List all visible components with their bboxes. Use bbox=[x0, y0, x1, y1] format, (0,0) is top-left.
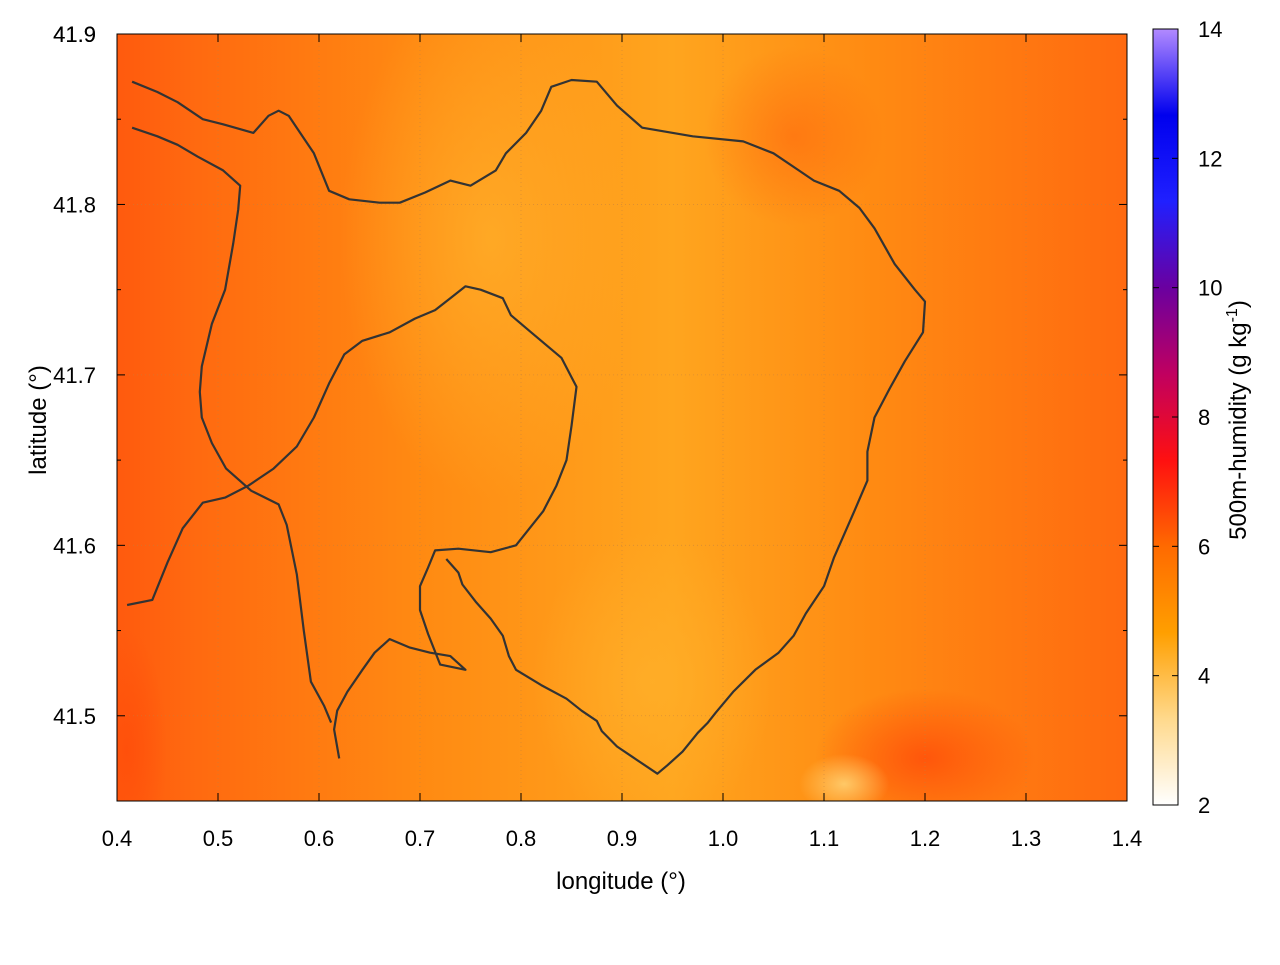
x-tick-label: 1.3 bbox=[1011, 826, 1042, 851]
colorbar-label: 500m-humidity (g kg-1) bbox=[1224, 300, 1252, 540]
y-tick-label: 41.7 bbox=[53, 363, 96, 388]
field-pale-zone bbox=[799, 753, 890, 801]
colorbar-tick-label: 8 bbox=[1198, 405, 1210, 430]
x-tick-label: 0.6 bbox=[304, 826, 335, 851]
contour-lines bbox=[126, 78, 927, 775]
field-light-zone bbox=[340, 34, 641, 499]
colorbar-tick-label: 6 bbox=[1198, 534, 1210, 559]
colorbar-label-close: ) bbox=[1225, 300, 1252, 308]
field-dark-zone bbox=[703, 46, 884, 227]
x-tick-label: 0.9 bbox=[607, 826, 638, 851]
colorbar-label-exponent: -1 bbox=[1224, 308, 1241, 322]
x-tick-label: 0.8 bbox=[506, 826, 537, 851]
colorbar-tick-label: 4 bbox=[1198, 664, 1210, 689]
x-tick-label: 0.4 bbox=[102, 826, 133, 851]
contour-line bbox=[131, 78, 927, 775]
colorbar-ticks: 2 4 6 8 10 12 14 bbox=[1153, 17, 1222, 818]
x-tick-label: 0.7 bbox=[405, 826, 436, 851]
contour-line bbox=[126, 285, 578, 759]
colorbar-label-main: 500m-humidity (g kg bbox=[1225, 322, 1252, 539]
x-tick-label: 1.1 bbox=[809, 826, 840, 851]
y-tick-label: 41.9 bbox=[53, 22, 96, 47]
y-tick-label: 41.5 bbox=[53, 704, 96, 729]
y-tick-label: 41.6 bbox=[53, 533, 96, 558]
field-light-zone bbox=[532, 531, 773, 801]
humidity-field bbox=[117, 34, 1127, 801]
colorbar-tick-label: 10 bbox=[1198, 276, 1222, 301]
x-tick-label: 1.0 bbox=[708, 826, 739, 851]
colorbar-tick-label: 2 bbox=[1198, 793, 1210, 818]
field-dark-zone bbox=[117, 629, 168, 801]
x-tick-label: 0.5 bbox=[203, 826, 234, 851]
y-tick-label: 41.8 bbox=[53, 192, 96, 217]
colorbar-tick-label: 14 bbox=[1198, 17, 1222, 42]
colorbar-tick-label: 12 bbox=[1198, 146, 1222, 171]
x-axis-label: longitude (°) bbox=[556, 868, 686, 895]
y-axis-label: latitude (°) bbox=[25, 365, 52, 475]
y-tick-label: 41.9 bbox=[53, 22, 96, 47]
contour-line bbox=[131, 126, 333, 724]
x-axis-ticks: 0.4 0.5 0.6 0.7 0.8 0.9 1.0 1.1 1.2 1.3 1.4 bbox=[102, 34, 1143, 851]
x-tick-label: 1.2 bbox=[910, 826, 941, 851]
y-axis-ticks: 41.541.641.741.841.941.9 bbox=[53, 22, 1127, 802]
x-tick-label: 1.4 bbox=[1112, 826, 1143, 851]
